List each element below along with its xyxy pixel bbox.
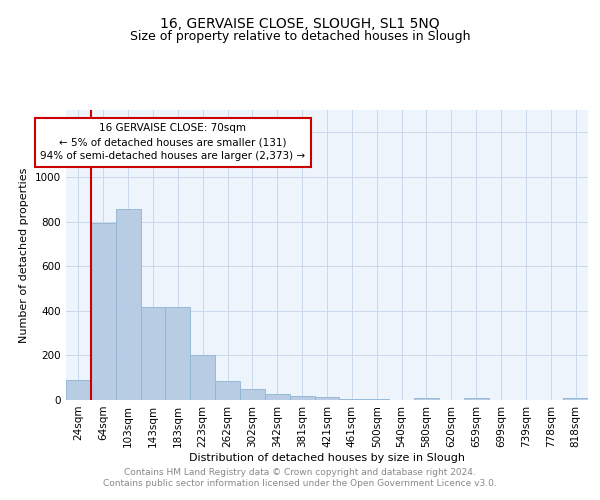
X-axis label: Distribution of detached houses by size in Slough: Distribution of detached houses by size …	[189, 452, 465, 462]
Bar	[290, 396, 314, 400]
Bar	[166, 308, 190, 400]
Bar	[563, 398, 588, 400]
Bar	[464, 398, 488, 400]
Bar	[140, 308, 166, 400]
Text: 16 GERVAISE CLOSE: 70sqm
← 5% of detached houses are smaller (131)
94% of semi-d: 16 GERVAISE CLOSE: 70sqm ← 5% of detache…	[40, 124, 305, 162]
Text: Contains HM Land Registry data © Crown copyright and database right 2024.
Contai: Contains HM Land Registry data © Crown c…	[103, 468, 497, 487]
Bar	[364, 399, 389, 400]
Bar	[91, 222, 116, 400]
Bar	[116, 210, 140, 400]
Bar	[190, 356, 215, 400]
Y-axis label: Number of detached properties: Number of detached properties	[19, 168, 29, 342]
Text: 16, GERVAISE CLOSE, SLOUGH, SL1 5NQ: 16, GERVAISE CLOSE, SLOUGH, SL1 5NQ	[160, 18, 440, 32]
Bar	[340, 399, 364, 400]
Text: Size of property relative to detached houses in Slough: Size of property relative to detached ho…	[130, 30, 470, 43]
Bar	[215, 381, 240, 400]
Bar	[414, 398, 439, 400]
Bar	[265, 394, 290, 400]
Bar	[66, 380, 91, 400]
Bar	[240, 389, 265, 400]
Bar	[314, 396, 340, 400]
